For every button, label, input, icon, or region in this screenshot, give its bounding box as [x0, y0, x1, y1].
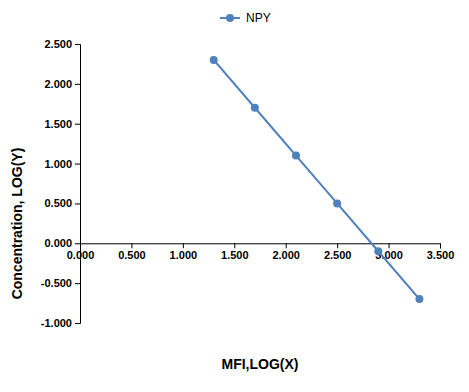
- y-tick-mark: [75, 164, 80, 165]
- x-tick: 0.500: [118, 243, 146, 261]
- x-tick-mark: [234, 243, 235, 248]
- y-tick-label: -1.000: [41, 317, 72, 329]
- x-axis-title: MFI,LOG(X): [222, 356, 299, 372]
- data-point: [251, 104, 259, 112]
- x-tick-mark: [131, 243, 132, 248]
- y-axis-line: [75, 45, 81, 324]
- y-tick-label: -0.500: [41, 277, 72, 289]
- legend-label: NPY: [246, 11, 271, 25]
- x-tick-mark: [337, 243, 338, 248]
- y-tick-label: 2.500: [44, 38, 72, 50]
- x-axis: 0.0000.5001.0001.5002.0002.5003.0003.500: [67, 243, 455, 261]
- x-tick-label: 0.500: [118, 249, 146, 261]
- y-tick-mark: [75, 124, 80, 125]
- y-tick-label: 1.500: [44, 118, 72, 130]
- y-tick: 0.000: [44, 237, 80, 249]
- y-tick-label: 2.000: [44, 78, 72, 90]
- y-tick: 1.500: [44, 118, 80, 130]
- x-axis-line: [81, 244, 441, 249]
- x-tick-mark: [440, 243, 441, 248]
- x-tick-mark: [389, 243, 390, 248]
- y-tick-mark: [75, 283, 80, 284]
- x-tick-mark: [286, 243, 287, 248]
- y-tick: -0.500: [41, 277, 80, 289]
- x-tick-label: 3.500: [427, 249, 455, 261]
- y-tick: 2.000: [44, 78, 80, 90]
- y-tick-mark: [75, 323, 80, 324]
- x-tick: 2.000: [272, 243, 300, 261]
- y-tick: 1.000: [44, 158, 80, 170]
- x-tick-mark: [183, 243, 184, 248]
- y-tick-mark: [75, 203, 80, 204]
- x-tick: 3.500: [427, 243, 455, 261]
- y-tick: 0.500: [44, 197, 80, 209]
- y-tick-label: 1.000: [44, 158, 72, 170]
- y-tick-label: 0.500: [44, 197, 72, 209]
- x-tick-label: 1.500: [221, 249, 249, 261]
- y-tick: -1.000: [41, 317, 80, 329]
- legend: NPY: [220, 11, 271, 25]
- series-line: [214, 60, 420, 299]
- data-point: [415, 295, 423, 303]
- y-axis: -1.000 -0.500 0.000 0.500 1.000 1.500 2.000 2.5…: [41, 38, 81, 329]
- y-tick-mark: [75, 243, 80, 244]
- y-tick-mark: [75, 84, 80, 85]
- x-tick: 1.000: [170, 243, 198, 261]
- x-tick-label: 2.000: [272, 249, 300, 261]
- data-point: [333, 199, 341, 207]
- y-tick: 2.500: [44, 38, 80, 50]
- legend-marker: [226, 14, 234, 22]
- x-tick-label: 2.500: [324, 249, 352, 261]
- plot-area: [210, 56, 424, 303]
- x-tick-label: 1.000: [170, 249, 198, 261]
- chart: 0.0000.5001.0001.5002.0002.5003.0003.500…: [0, 0, 469, 392]
- data-point: [292, 152, 300, 160]
- y-tick-label: 0.000: [44, 237, 72, 249]
- y-axis-title: Concentration, LOG(Y): [9, 148, 25, 300]
- x-tick: 2.500: [324, 243, 352, 261]
- data-point: [210, 56, 218, 64]
- x-tick: 1.500: [221, 243, 249, 261]
- data-point: [374, 247, 382, 255]
- y-tick-mark: [75, 44, 80, 45]
